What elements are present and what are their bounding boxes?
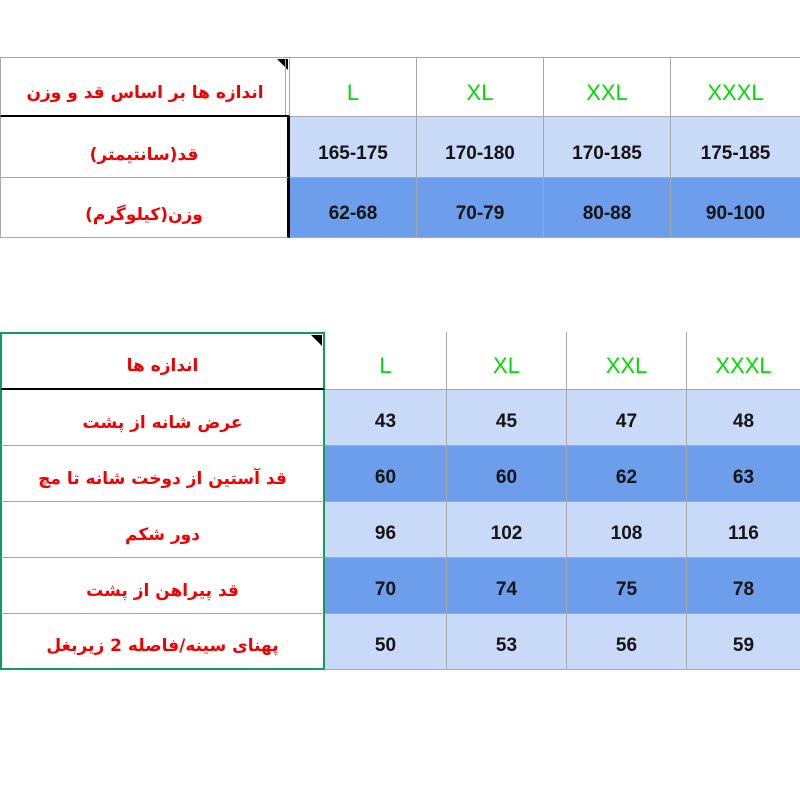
t1-weight-xxxl[interactable]: 90-100 bbox=[671, 178, 800, 238]
t1-height-l[interactable]: 165-175 bbox=[290, 117, 417, 178]
t2-sleeve-xxl[interactable]: 62 bbox=[567, 446, 687, 502]
t2-row-label-shoulder-width[interactable]: عرض شانه از پشت bbox=[0, 390, 325, 446]
t2-chest-xxxl[interactable]: 59 bbox=[687, 614, 800, 670]
t2-header-label: اندازه ها bbox=[126, 356, 199, 376]
height-weight-table: اندازه ها بر اساس قد و وزن L XL XXL XXXL… bbox=[0, 57, 800, 238]
t2-row-label-shirt-length[interactable]: قد پیراهن از پشت bbox=[0, 558, 325, 614]
t2-header-label-cell[interactable]: اندازه ها bbox=[0, 332, 325, 390]
t2-shoulder-xxxl[interactable]: 48 bbox=[687, 390, 800, 446]
t2-col-header-xxxl[interactable]: XXXL bbox=[687, 332, 800, 390]
t2-shoulder-l[interactable]: 43 bbox=[325, 390, 447, 446]
t1-height-xl[interactable]: 170-180 bbox=[417, 117, 544, 178]
t1-weight-xl[interactable]: 70-79 bbox=[417, 178, 544, 238]
t1-height-xxxl[interactable]: 175-185 bbox=[671, 117, 800, 178]
t2-row-label-belly[interactable]: دور شکم bbox=[0, 502, 325, 558]
t1-weight-l[interactable]: 62-68 bbox=[290, 178, 417, 238]
t1-col-header-l[interactable]: L bbox=[290, 58, 417, 117]
t2-chest-xxl[interactable]: 56 bbox=[567, 614, 687, 670]
t2-sleeve-l[interactable]: 60 bbox=[325, 446, 447, 502]
t2-belly-xl[interactable]: 102 bbox=[447, 502, 567, 558]
garment-measurements-table: اندازه ها L XL XXL XXXL عرض شانه از پشت … bbox=[0, 332, 800, 670]
t2-sleeve-xxxl[interactable]: 63 bbox=[687, 446, 800, 502]
t2-belly-xxxl[interactable]: 116 bbox=[687, 502, 800, 558]
corner-triangle-icon bbox=[277, 59, 288, 70]
t2-shoulder-xl[interactable]: 45 bbox=[447, 390, 567, 446]
corner-triangle-icon bbox=[311, 335, 322, 346]
t1-col-header-xxxl[interactable]: XXXL bbox=[671, 58, 800, 117]
t2-col-header-l[interactable]: L bbox=[325, 332, 447, 390]
t1-row-label-weight[interactable]: وزن(کیلوگرم) bbox=[0, 178, 290, 238]
t2-shirtlen-xxxl[interactable]: 78 bbox=[687, 558, 800, 614]
t2-chest-l[interactable]: 50 bbox=[325, 614, 447, 670]
t2-belly-xxl[interactable]: 108 bbox=[567, 502, 687, 558]
t2-sleeve-xl[interactable]: 60 bbox=[447, 446, 567, 502]
t1-weight-xxl[interactable]: 80-88 bbox=[544, 178, 671, 238]
t1-height-xxl[interactable]: 170-185 bbox=[544, 117, 671, 178]
t2-col-header-xl[interactable]: XL bbox=[447, 332, 567, 390]
t1-col-header-xl[interactable]: XL bbox=[417, 58, 544, 117]
t1-header-label-cell[interactable]: اندازه ها بر اساس قد و وزن bbox=[0, 58, 290, 117]
t2-chest-xl[interactable]: 53 bbox=[447, 614, 567, 670]
t2-belly-l[interactable]: 96 bbox=[325, 502, 447, 558]
t2-col-header-xxl[interactable]: XXL bbox=[567, 332, 687, 390]
t2-shirtlen-xxl[interactable]: 75 bbox=[567, 558, 687, 614]
t2-shirtlen-l[interactable]: 70 bbox=[325, 558, 447, 614]
t2-row-label-chest-width[interactable]: پهنای سینه/فاصله 2 زیربغل bbox=[0, 614, 325, 670]
t1-row-label-height[interactable]: قد(سانتیمتر) bbox=[0, 117, 290, 178]
t2-row-label-sleeve-length[interactable]: قد آستین از دوخت شانه تا مچ bbox=[0, 446, 325, 502]
t1-header-label: اندازه ها بر اساس قد و وزن bbox=[26, 83, 264, 103]
t2-shoulder-xxl[interactable]: 47 bbox=[567, 390, 687, 446]
t1-col-header-xxl[interactable]: XXL bbox=[544, 58, 671, 117]
t2-shirtlen-xl[interactable]: 74 bbox=[447, 558, 567, 614]
